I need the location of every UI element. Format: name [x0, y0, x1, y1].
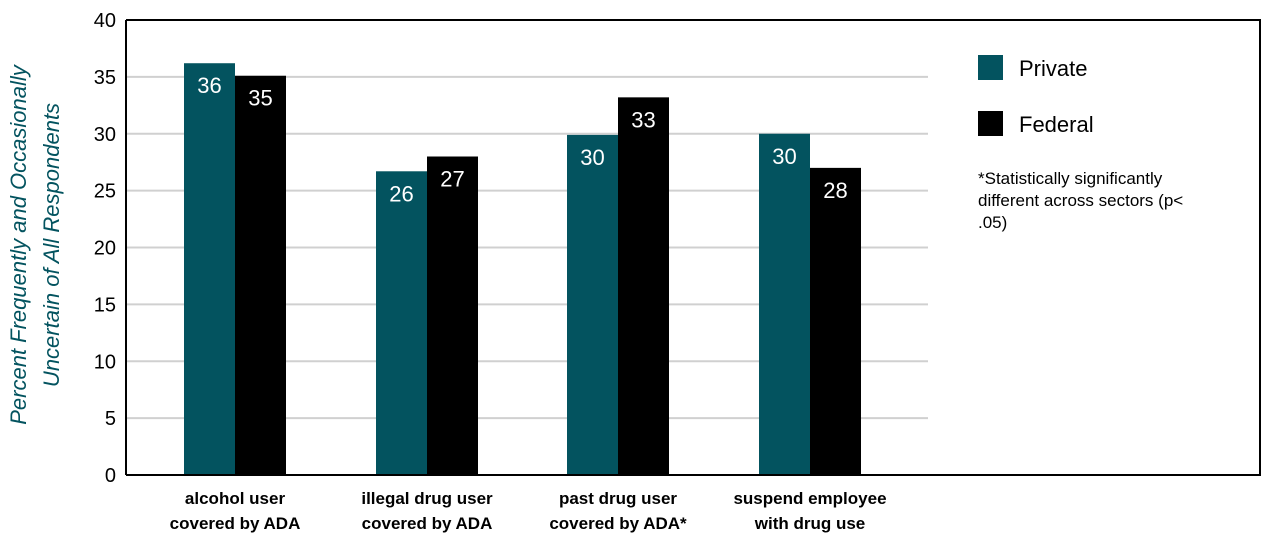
bar-federal: [427, 156, 478, 475]
x-category-label: with drug use: [754, 514, 866, 533]
data-label: 28: [823, 178, 847, 203]
data-label: 30: [772, 144, 796, 169]
legend-label-federal: Federal: [1019, 112, 1094, 137]
bar-federal: [810, 167, 861, 475]
bar-private: [184, 63, 235, 475]
data-label: 33: [631, 107, 655, 132]
y-tick-label: 20: [94, 238, 116, 260]
y-axis-label: Percent Frequently and Occasionally Uncer…: [6, 63, 64, 425]
x-category-label: past drug user: [559, 489, 677, 508]
data-label: 36: [197, 73, 221, 98]
y-tick-label: 0: [105, 465, 116, 487]
y-tick-label: 30: [94, 124, 116, 146]
axes: [125, 19, 1261, 476]
y-tick-labels: 0 5 10 15 20 25 30 35 40: [94, 10, 116, 487]
legend-swatch-federal: [978, 111, 1003, 136]
bar-private: [759, 133, 810, 475]
legend-swatch-private: [978, 55, 1003, 80]
x-category-label: covered by ADA: [362, 514, 493, 533]
legend: Private Federal: [978, 55, 1094, 137]
y-tick-label: 35: [94, 67, 116, 89]
y-tick-label: 5: [105, 408, 116, 430]
data-label: 35: [248, 86, 272, 111]
data-label: 27: [440, 167, 464, 192]
bar-private: [567, 134, 618, 475]
x-category-label: illegal drug user: [361, 489, 493, 508]
y-tick-label: 25: [94, 181, 116, 203]
bars: 36 26 30 30 35 27 33 28: [184, 63, 861, 476]
y-tick-label: 10: [94, 351, 116, 373]
bar-federal: [618, 97, 669, 475]
data-label: 30: [580, 145, 604, 170]
legend-label-private: Private: [1019, 56, 1087, 81]
x-category-label: alcohol user: [185, 489, 286, 508]
x-category-label: covered by ADA*: [549, 514, 687, 533]
footnote: *Statistically significantly different a…: [978, 169, 1188, 232]
y-tick-label: 40: [94, 10, 116, 32]
x-category-label: suspend employee: [733, 489, 886, 508]
y-tick-label: 15: [94, 294, 116, 316]
y-axis-label-line: Uncertain of All Respondents: [39, 103, 64, 387]
data-label: 26: [389, 181, 413, 206]
bar-federal: [235, 75, 286, 476]
x-category-label: covered by ADA: [170, 514, 301, 533]
bar-private: [376, 171, 427, 475]
x-category-labels: alcohol user covered by ADA illegal drug u…: [170, 489, 887, 533]
y-axis-label-line: Percent Frequently and Occasionally: [6, 63, 31, 425]
